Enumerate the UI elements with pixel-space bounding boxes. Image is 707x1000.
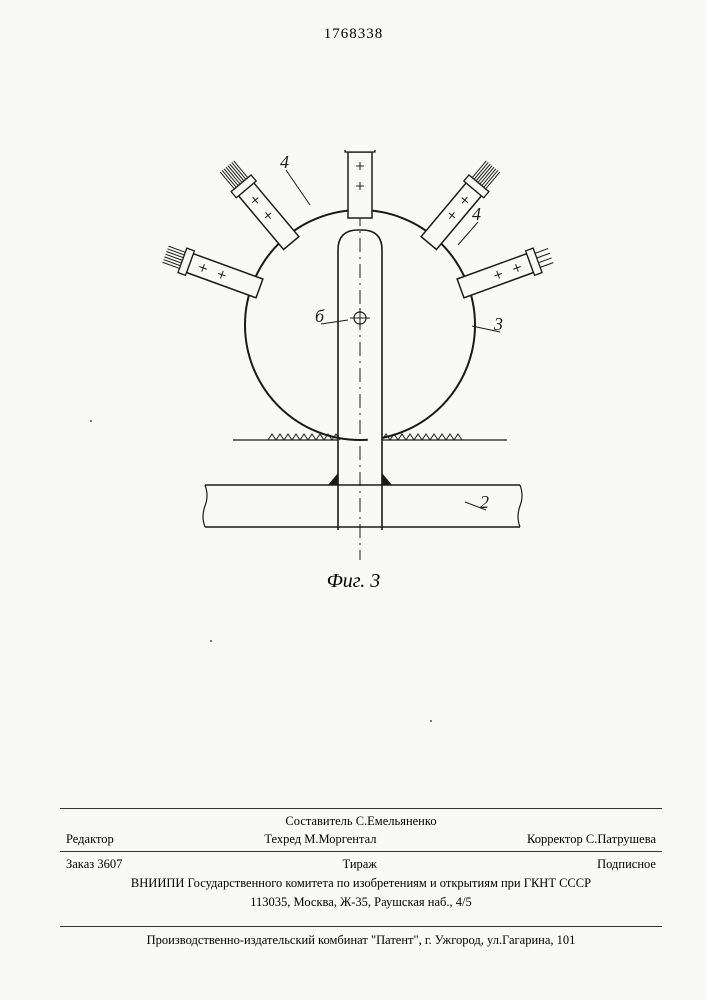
noise-dot (210, 640, 212, 642)
svg-text:б: б (315, 306, 325, 326)
order-label: Заказ (66, 857, 94, 871)
corrector: Корректор С.Патрушева (527, 831, 656, 848)
svg-text:4: 4 (280, 152, 289, 172)
order: Заказ 3607 (66, 856, 122, 873)
figure-caption: Фиг. 3 (0, 570, 707, 593)
editor-label: Редактор (66, 831, 114, 848)
patent-page: 1768338 44б32 Фиг. 3 Составитель С.Емель… (0, 0, 707, 1000)
techred: Техред М.Моргентал (264, 831, 376, 848)
order-num: 3607 (97, 857, 122, 871)
credits-row: Редактор Техред М.Моргентал Корректор С.… (60, 831, 662, 848)
figure-svg: 44б32 (110, 150, 610, 570)
producer-line: Производственно-издательский комбинат "П… (60, 926, 662, 948)
compiler-label: Составитель (285, 814, 352, 828)
noise-dot (430, 720, 432, 722)
techred-name: М.Моргентал (304, 832, 376, 846)
tirazh-label: Тираж (343, 856, 377, 873)
compiler-name: С.Емельяненко (356, 814, 437, 828)
svg-text:4: 4 (472, 204, 481, 224)
corrector-name: С.Патрушева (586, 832, 656, 846)
patent-number: 1768338 (0, 26, 707, 43)
order-row: Заказ 3607 Тираж Подписное (60, 855, 662, 874)
org-line-2: 113035, Москва, Ж-35, Раушская наб., 4/5 (60, 893, 662, 912)
corrector-label: Корректор (527, 832, 583, 846)
techred-label: Техред (264, 832, 301, 846)
subscription-label: Подписное (597, 856, 656, 873)
divider (60, 851, 662, 852)
compiler-line: Составитель С.Емельяненко (60, 812, 662, 831)
divider (60, 808, 662, 809)
figure-3: 44б32 (110, 150, 610, 600)
org-line-1: ВНИИПИ Государственного комитета по изоб… (60, 874, 662, 893)
noise-dot (90, 420, 92, 422)
imprint-block: Составитель С.Емельяненко Редактор Техре… (60, 804, 662, 912)
